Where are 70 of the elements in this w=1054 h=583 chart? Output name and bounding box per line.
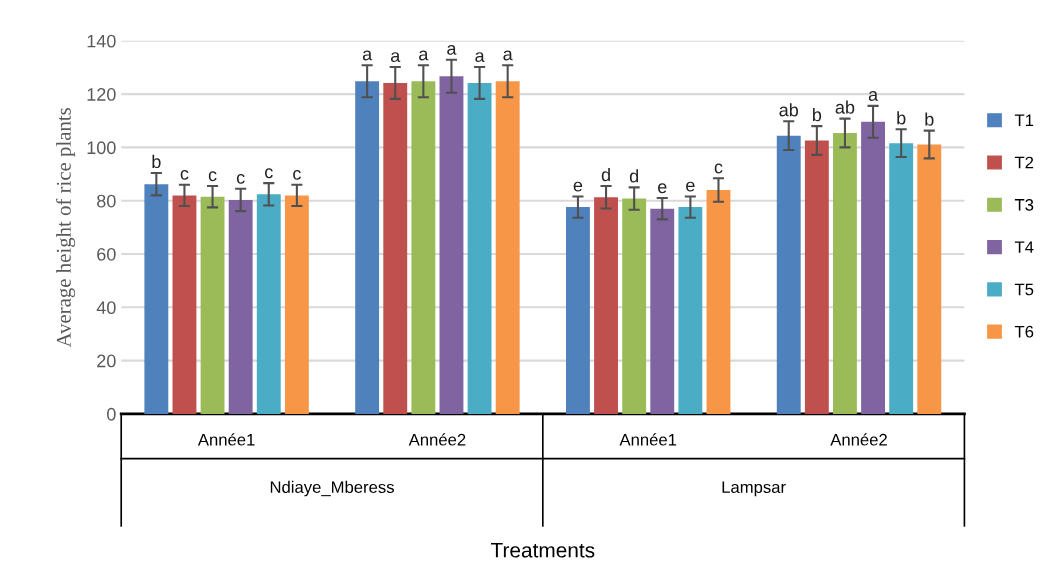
text: Lampsar <box>722 481 786 497</box>
y-tick-label: 140 <box>87 34 116 48</box>
x-tick-label: Année1 <box>197 433 255 446</box>
bar <box>776 135 801 414</box>
y-tick-label: 80 <box>97 194 116 208</box>
x-tick-label: Année2 <box>408 433 466 446</box>
data-label: e <box>573 181 583 192</box>
bar <box>200 196 225 414</box>
data-label: c <box>236 173 245 184</box>
legend-label: T1 <box>1014 114 1034 126</box>
data-label: b <box>925 112 934 126</box>
bar <box>383 82 408 414</box>
bar <box>706 190 731 414</box>
y-tick-label: 100 <box>87 141 116 155</box>
bar <box>833 133 857 414</box>
y-tick-label: 20 <box>97 354 116 368</box>
data-label: a <box>503 50 513 61</box>
bar <box>650 208 675 414</box>
bar <box>566 207 590 414</box>
bar <box>594 197 618 414</box>
x-tick-label: Année1 <box>619 433 677 446</box>
bar <box>228 199 253 414</box>
data-label: d <box>629 169 639 183</box>
bar <box>439 76 464 414</box>
bar <box>861 121 886 414</box>
legend-label: T2 <box>1014 156 1034 169</box>
y-tick-label: 60 <box>97 247 116 261</box>
data-label: b <box>152 154 161 169</box>
data-label: e <box>658 183 667 194</box>
bar <box>411 81 436 414</box>
data-label: b <box>812 107 822 122</box>
bar <box>889 143 914 414</box>
data-label: c <box>265 168 273 179</box>
legend-label: T6 <box>1014 325 1034 338</box>
x-axis-title: Treatments <box>491 543 595 558</box>
data-label: c <box>293 169 301 180</box>
bar <box>917 144 942 414</box>
bar <box>495 81 520 414</box>
data-label: a <box>475 52 485 63</box>
data-label: d <box>601 167 610 182</box>
text: Ndiaye_Mberess <box>270 480 394 497</box>
legend-label: T3 <box>1014 198 1034 211</box>
bar <box>144 184 169 414</box>
bar <box>467 82 492 414</box>
legend-label: T4 <box>1014 241 1034 253</box>
bar <box>622 198 647 414</box>
y-axis-title: Average height of rice plants <box>55 107 76 348</box>
data-label: a <box>447 44 457 55</box>
data-label: ab <box>779 103 799 117</box>
y-tick-label: 0 <box>107 407 116 421</box>
data-label: a <box>362 50 373 61</box>
data-label: c <box>180 169 189 180</box>
data-label: b <box>897 111 906 125</box>
y-tick-label: 120 <box>87 88 116 101</box>
data-label: ab <box>835 100 855 114</box>
bar <box>355 81 380 414</box>
data-label: c <box>714 163 723 174</box>
bar <box>678 207 703 414</box>
bar <box>256 194 281 414</box>
bar <box>804 140 829 414</box>
data-label: c <box>208 171 217 182</box>
bar <box>284 195 309 414</box>
x-tick-label: Année2 <box>830 433 887 446</box>
data-label: a <box>391 52 401 63</box>
data-label: a <box>868 91 879 101</box>
bar <box>172 195 197 414</box>
legend-label: T5 <box>1014 283 1034 296</box>
y-tick-label: 40 <box>96 301 116 315</box>
data-label: e <box>686 181 695 192</box>
data-label: a <box>419 50 429 61</box>
